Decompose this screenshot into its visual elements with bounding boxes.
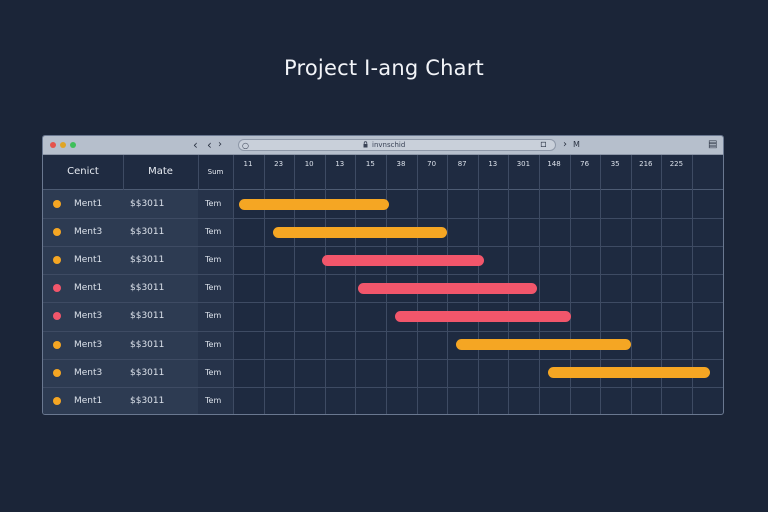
grid-column-line [661,155,663,414]
task-bar[interactable] [272,226,448,238]
timeline-tick-label: 15 [365,160,375,168]
row-type: Tem [205,339,222,349]
timeline-tick-label: 301 [516,160,531,168]
row-amount: $$3011 [130,227,165,238]
row-name: Ment1 [74,283,103,294]
row-amount: $$3011 [130,283,165,294]
type-column-bg [198,155,233,414]
timeline-tick-label: 13 [488,160,498,168]
timeline-tick-label: 70 [427,160,437,168]
grid-row-line [43,302,723,304]
row-type: Tem [205,311,222,321]
status-dot [53,368,61,377]
address-text: invnschid [372,141,406,149]
grid-column-line [569,155,571,414]
timeline-tick-label: 148 [547,160,561,168]
task-bar[interactable] [548,367,711,379]
timeline-tick-label: 10 [304,160,314,168]
chevron-left-icon[interactable]: ‹ [193,138,198,152]
timeline-tick-label: 225 [669,160,684,168]
timeline-tick-label: 35 [610,160,620,168]
row-name: Ment1 [74,255,103,266]
page-title: Project I-ang Chart [284,56,484,80]
lock-icon [363,141,368,148]
grid-column-line [324,155,326,414]
share-icon[interactable]: ▫ [540,139,547,150]
column-header-mate[interactable]: Mate [148,166,173,177]
grid-row-line [43,330,723,332]
row-name: Ment3 [74,227,103,238]
grid-column-line [600,155,602,414]
grid-column-line [539,155,540,414]
back-chevron-icon[interactable]: ‹ [207,138,212,152]
timeline-tick-label: 216 [639,160,653,168]
grid-column-line [630,155,632,414]
grid-row-line [43,246,723,248]
grid-row-line [43,358,723,360]
minimize-window-icon[interactable] [60,142,66,148]
column-header-sum[interactable]: Sum [207,168,224,176]
timeline-tick-label: 13 [335,160,345,168]
toolbar-label: M [573,140,580,149]
maximize-window-icon[interactable] [70,142,76,148]
row-type: Tem [205,227,222,237]
sidebar-icon[interactable]: ▤ [708,139,718,150]
timeline-tick-label: 76 [580,160,590,168]
status-dot [53,200,61,208]
timeline-tick-label: 38 [396,160,406,168]
row-name: Ment3 [74,339,103,350]
task-bar[interactable] [395,310,572,322]
status-dot [53,256,61,265]
status-dot [53,396,61,405]
task-bar[interactable] [239,198,389,210]
search-icon: ○ [242,141,249,150]
close-window-icon[interactable] [50,142,56,148]
row-amount: $$3011 [130,199,165,209]
timeline-tick-label: 11 [243,160,253,168]
row-type: Tem [205,199,222,208]
row-type: Tem [205,283,222,293]
column-header-contact[interactable]: Cenict [67,166,99,177]
address-bar[interactable]: ○ invnschid [238,139,556,151]
row-name: Ment3 [74,311,103,322]
row-amount: $$3011 [130,339,165,350]
forward-chevron-icon[interactable]: › [563,139,567,150]
status-dot [53,312,61,321]
grid-column-line [355,155,357,414]
row-type: Tem [205,255,222,265]
table-column-divider [123,155,124,190]
timeline-tick-label: 87 [457,160,467,168]
grid-column-line [294,155,296,414]
row-type: Tem [205,395,222,405]
row-amount: $$3011 [130,311,165,322]
row-name: Ment1 [74,199,103,209]
app-window: ‹ ‹ › ○ invnschid ▫ › M ▤ Cenict Mate Su… [42,135,724,415]
grid-row-line [43,218,723,220]
status-dot [53,284,61,293]
row-amount: $$3011 [130,395,165,406]
task-bar[interactable] [321,254,484,266]
chevron-right-icon[interactable]: › [218,139,222,150]
left-panel [43,155,233,414]
row-name: Ment1 [74,395,103,406]
grid-row-line [43,274,723,276]
status-dot [53,228,61,237]
grid-row-line [43,386,723,388]
table-column-divider [198,155,199,190]
task-bar[interactable] [456,339,631,350]
grid-column-line [692,155,693,414]
row-name: Ment3 [74,367,103,378]
window-titlebar: ‹ ‹ › ○ invnschid ▫ › M ▤ [43,136,723,155]
timeline-tick-label: 23 [274,160,284,168]
row-amount: $$3011 [130,255,165,266]
grid-column-line [233,155,234,414]
row-amount: $$3011 [130,367,165,378]
table-header: Cenict Mate Sum [43,155,723,190]
grid-column-line [263,155,265,414]
task-bar[interactable] [358,282,538,294]
status-dot [53,340,61,349]
row-type: Tem [205,367,222,377]
